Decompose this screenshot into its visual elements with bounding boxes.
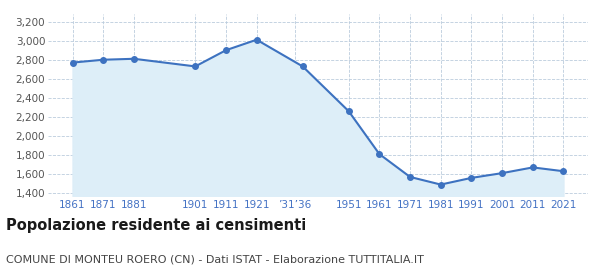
Point [98, 57, 108, 62]
Point [129, 57, 139, 61]
Point [497, 171, 507, 175]
Point [405, 175, 415, 179]
Point [252, 38, 262, 42]
Point [344, 109, 353, 113]
Point [190, 64, 200, 69]
Point [436, 182, 446, 187]
Point [221, 48, 231, 52]
Point [467, 176, 476, 180]
Point [298, 64, 307, 69]
Point [528, 165, 538, 170]
Point [374, 152, 384, 156]
Text: COMUNE DI MONTEU ROERO (CN) - Dati ISTAT - Elaborazione TUTTITALIA.IT: COMUNE DI MONTEU ROERO (CN) - Dati ISTAT… [6, 255, 424, 265]
Text: Popolazione residente ai censimenti: Popolazione residente ai censimenti [6, 218, 306, 234]
Point [68, 60, 77, 65]
Point [559, 169, 568, 174]
